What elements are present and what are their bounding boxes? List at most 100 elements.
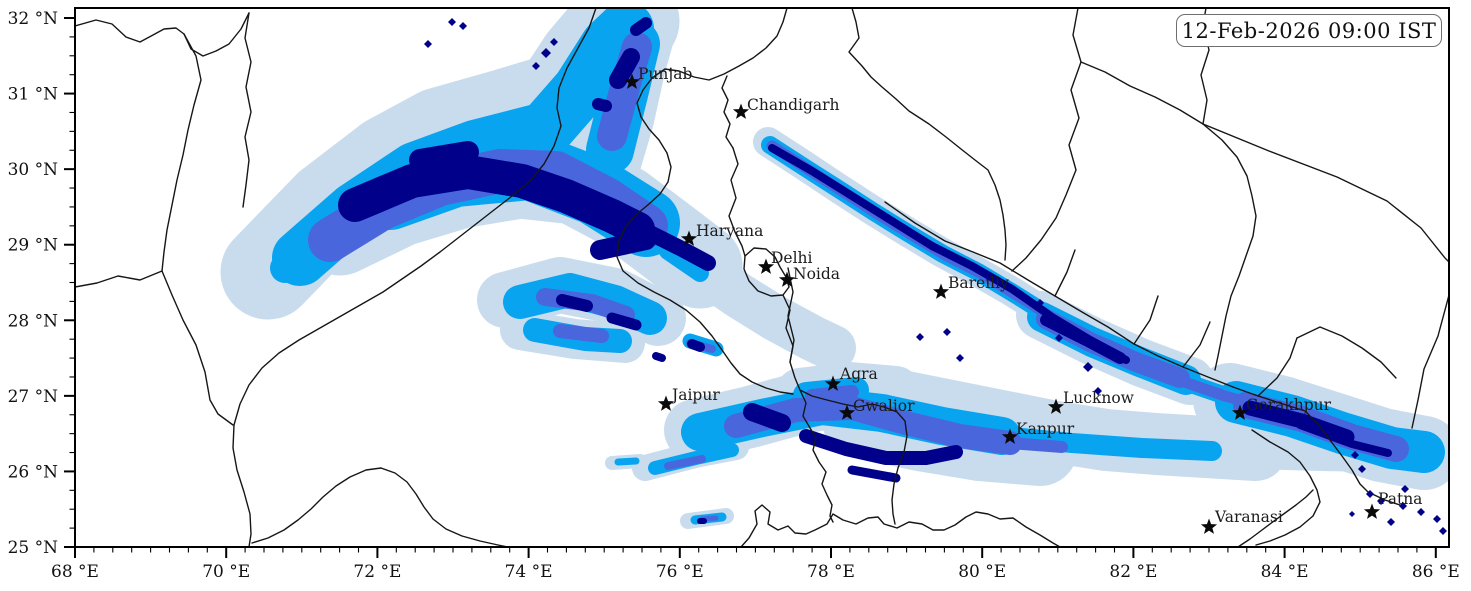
fog-layer-4 (847, 465, 901, 483)
boundary-line (1411, 294, 1449, 429)
city-label: Haryana (696, 222, 763, 240)
fog-layer-4 (338, 155, 655, 246)
x-tick-label: 70 °E (202, 562, 250, 582)
boundary-line (1251, 429, 1321, 546)
fog-layer-4 (606, 312, 642, 331)
city-star-icon (1200, 518, 1218, 534)
state-boundaries (75, 8, 1449, 547)
boundary-line (848, 8, 1007, 261)
city-label: Chandigarh (747, 96, 840, 114)
fog-dot (1377, 497, 1385, 505)
boundary-line (1202, 123, 1449, 263)
fog-dot (1045, 318, 1053, 326)
boundary-line (242, 12, 252, 208)
city-star-icon (657, 395, 675, 411)
boundary-line (743, 247, 790, 297)
fog-dot (1055, 334, 1063, 342)
fog-dot (1366, 490, 1374, 498)
fog-dot (532, 62, 540, 70)
boundary-line (1182, 321, 1211, 368)
x-tick-label: 76 °E (656, 562, 704, 582)
boundary-line (616, 8, 794, 395)
fog-layer-4 (609, 48, 640, 89)
boundary-line (740, 504, 1061, 547)
city-label: Noida (793, 265, 840, 283)
fog-layer-4 (632, 220, 716, 271)
fog-dot (1399, 502, 1407, 510)
x-tick-label: 72 °E (353, 562, 401, 582)
city-star-icon (1001, 428, 1019, 444)
city-label: Kanpur (1016, 420, 1075, 438)
city-label: Agra (839, 365, 878, 383)
fog-layer-2 (614, 457, 640, 466)
boundary-line (1304, 410, 1401, 506)
fog-layer-4 (556, 294, 593, 312)
boundary-line (1133, 295, 1159, 345)
y-tick-label: 30 °N (8, 160, 59, 180)
fog-dot (1439, 527, 1447, 535)
fog-contour-layers (220, 8, 1449, 529)
fog-dot (541, 48, 551, 58)
y-tick-label: 26 °N (8, 462, 59, 482)
fog-dot (550, 38, 558, 46)
city-label: Bareilly (948, 274, 1009, 292)
x-tick-label: 82 °E (1109, 562, 1157, 582)
boundary-line (1296, 326, 1397, 379)
fog-layer-3 (1004, 437, 1068, 453)
x-tick-label: 74 °E (505, 562, 553, 582)
boundary-line (75, 12, 250, 57)
y-tick-label: 29 °N (8, 236, 59, 256)
x-tick-label: 86 °E (1412, 562, 1460, 582)
fog-layer-4 (590, 230, 656, 260)
fog-layer-3 (553, 324, 609, 343)
city-star-icon (932, 283, 950, 299)
city-star-icon (1363, 503, 1381, 519)
city-label: Gorakhpur (1246, 396, 1332, 414)
fog-dot (424, 40, 432, 48)
y-tick-label: 27 °N (8, 387, 59, 407)
boundary-line (1257, 337, 1298, 397)
x-tick-label: 84 °E (1261, 562, 1309, 582)
fog-layer-2 (659, 242, 709, 282)
fog-dot (1351, 451, 1359, 459)
fog-dot (916, 333, 924, 341)
boundary-line (75, 270, 163, 288)
y-tick-label: 31 °N (8, 85, 59, 105)
boundary-line (232, 8, 597, 547)
boundary-line (799, 389, 834, 523)
fog-dot (1433, 515, 1441, 523)
fog-dot (1094, 387, 1102, 395)
fog-dot (448, 18, 456, 26)
fog-dot (1387, 518, 1395, 526)
city-star-icon (1231, 404, 1249, 420)
fog-layer-4 (1242, 400, 1355, 445)
fog-layer-4 (652, 352, 666, 362)
axis-ticks (64, 17, 1437, 558)
fog-layer-1 (238, 266, 274, 301)
fog-layer-4 (1296, 421, 1392, 457)
boundary-line (1054, 249, 1076, 297)
fog-dot (1358, 465, 1366, 473)
x-tick-label: 78 °E (807, 562, 855, 582)
boundary-line (161, 270, 234, 426)
fog-layer-3 (805, 385, 859, 403)
fog-dot (1036, 299, 1044, 307)
fog-dot (459, 22, 467, 30)
x-tick-label: 80 °E (958, 562, 1006, 582)
y-tick-label: 32 °N (8, 9, 59, 29)
city-star-icon (757, 258, 775, 274)
boundary-line (728, 147, 746, 257)
city-label: Varanasi (1214, 508, 1283, 526)
axis-tick-labels: 68 °E 70 °E 72 °E 74 °E 76 °E 78 °E 80 °E 82 °E… (8, 9, 1460, 582)
city-star-icon (824, 375, 842, 391)
plot-frame (74, 7, 1450, 548)
city-label: Jaipur (670, 386, 720, 404)
fog-dot (1336, 432, 1344, 440)
city-label: Punjab (638, 65, 692, 83)
fog-layer-4 (592, 98, 612, 112)
city-label: Lucknow (1063, 389, 1135, 407)
city-star-icon (778, 271, 796, 287)
